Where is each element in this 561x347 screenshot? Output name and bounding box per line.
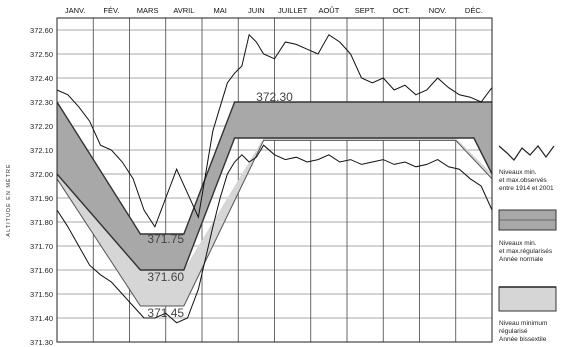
y-tick-labels: 372.60 372.50 372.40 372.30 372.20 372.10 372.…	[30, 26, 53, 347]
month-label: NOV.	[429, 6, 447, 15]
bands	[56, 101, 493, 307]
month-label: MARS	[137, 6, 159, 15]
plot-frame	[56, 17, 493, 343]
observed-max-line	[56, 33, 493, 228]
month-label: JUILLET	[278, 6, 308, 15]
regulated-lower-edge	[56, 137, 493, 271]
regulated-band	[57, 102, 492, 270]
legend-observed-label: Niveaux min. et max.observés entre 1914 …	[499, 169, 554, 192]
y-tick-label: 372.00	[30, 170, 53, 179]
month-label: OCT.	[393, 6, 410, 15]
legend-minimum-label: Niveau minimum régularisé Année bissexti…	[499, 320, 549, 343]
minimum-lower-edge	[56, 139, 493, 307]
y-tick-label: 372.10	[30, 146, 53, 155]
y-axis-label: ALTITUDE EN MÈTRE	[5, 163, 12, 236]
observed-lines	[56, 33, 493, 324]
month-label: JANV.	[65, 6, 86, 15]
level-annotation: 371.45	[147, 306, 184, 320]
y-tick-label: 372.20	[30, 122, 53, 131]
legend-minimum-swatch	[498, 286, 557, 312]
annotations: 372.30 371.75 371.60 371.45	[147, 90, 293, 320]
y-tick-label: 371.50	[30, 290, 53, 299]
level-annotation: 372.30	[256, 90, 293, 104]
y-tick-label: 371.40	[30, 314, 53, 323]
plot-border	[56, 17, 493, 343]
legend-regulated-label: Niveaux min. et max.régularisés Année no…	[499, 240, 554, 263]
y-tick-label: 371.80	[30, 218, 53, 227]
legend-observed-swatch	[498, 145, 555, 161]
month-label: MAI	[213, 6, 226, 15]
y-tick-label: 372.40	[30, 74, 53, 83]
month-label: JUIN	[248, 6, 265, 15]
month-label: AOÛT	[318, 6, 339, 15]
regulated-upper-edge	[56, 101, 492, 235]
observed-min-line	[56, 144, 493, 324]
level-annotation: 371.60	[147, 270, 184, 284]
y-tick-label: 371.60	[30, 266, 53, 275]
month-label: DÉC.	[465, 6, 483, 15]
y-tick-label: 372.30	[30, 98, 53, 107]
y-tick-label: 371.30	[30, 338, 53, 347]
month-label: SEPT.	[355, 6, 376, 15]
level-annotation: 371.75	[147, 232, 184, 246]
month-labels: JANV. FÉV. MARS AVRIL MAI JUIN JUILLET AOÛT SEPT…	[65, 6, 483, 15]
month-label: AVRIL	[173, 6, 194, 15]
legend: Niveaux min. et max.observés entre 1914 …	[498, 145, 557, 343]
month-label: FÉV.	[103, 6, 119, 15]
y-tick-label: 372.60	[30, 26, 53, 35]
y-tick-label: 371.90	[30, 194, 53, 203]
y-tick-label: 371.70	[30, 242, 53, 251]
y-tick-label: 372.50	[30, 50, 53, 59]
